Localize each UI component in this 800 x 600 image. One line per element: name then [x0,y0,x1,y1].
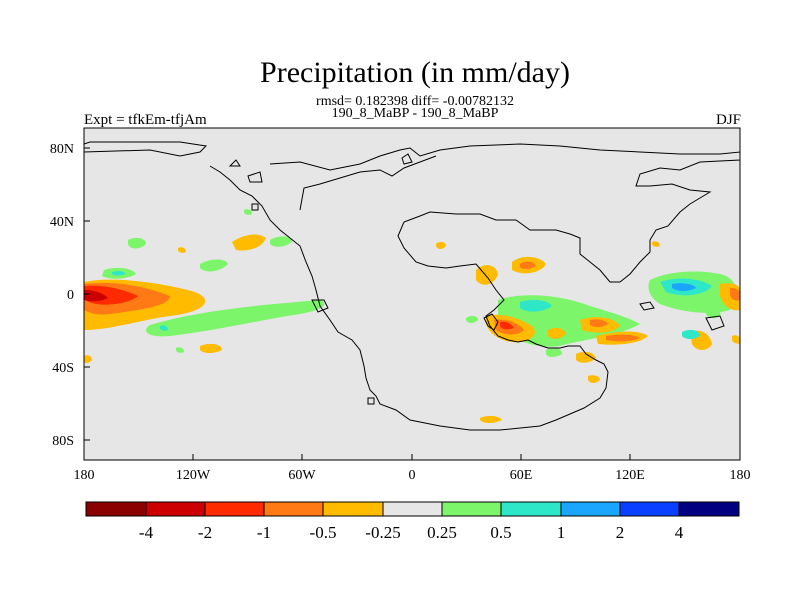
x-tick-label: 60W [288,468,316,483]
anomaly-contour [146,300,325,337]
colorbar-swatch [500,501,562,517]
colorbar-swatch [145,501,206,517]
anomaly-contour [466,315,478,323]
colorbar-labels: -4 -2 -1 -0.5 -0.25 0.25 0.5 1 2 4 [139,523,684,542]
anomaly-contour [176,347,184,353]
colorbar-label: -2 [198,523,212,542]
colorbar [85,501,740,517]
anomaly-contour [730,288,740,301]
anomaly-contour [732,335,740,344]
continent-outlines [83,141,741,431]
colorbar-label: -4 [139,523,154,542]
anomaly-contour [232,234,266,251]
coastline [83,141,741,431]
anomaly-contour [590,319,608,328]
anomaly-contour [706,306,721,319]
x-tick-label: 0 [409,468,416,483]
colorbar-label: -1 [257,523,271,542]
anomaly-contour [548,327,566,339]
anomaly-contour [270,236,292,247]
coastline [311,299,329,313]
anomaly-contour [606,334,640,342]
coastline [705,315,725,331]
x-tick-label: 180 [74,468,95,483]
coastline [299,155,437,211]
coastline [401,153,413,165]
anomaly-contour [520,261,536,270]
x-tick-label: 180 [730,468,751,483]
anomaly-contour [682,329,700,339]
x-tick-label: 120E [615,468,645,483]
anomaly-contour [112,270,126,276]
map-subtitle: 190_8_MaBP - 190_8_MaBP [331,106,499,121]
anomaly-contour [652,241,660,247]
colorbar-label: -0.5 [310,523,337,542]
anomaly-contour [520,299,552,312]
anomaly-contour [588,375,600,383]
coastline [483,313,499,331]
anomaly-contour [200,259,228,272]
colorbar-swatch [204,501,265,517]
colorbar-label: 4 [675,523,684,542]
anomaly-contour [480,415,502,423]
coastline [251,203,259,211]
anomaly-contour [546,347,562,357]
x-tick-label: 120W [176,468,211,483]
stats-line: rmsd= 0.182398 diff= -0.00782132 [316,94,514,109]
colorbar-swatch [441,501,502,517]
y-tick-label: 0 [67,288,74,303]
coastline [639,301,655,311]
anomaly-contour [576,351,596,363]
season-label: DJF [715,112,741,128]
precip-anomaly-fields [84,209,740,423]
y-tick-label: 80S [52,434,74,449]
y-tick-label: 40S [52,361,74,376]
colorbar-label: -0.25 [365,523,400,542]
anomaly-contour [160,325,168,331]
coastline [367,397,375,405]
colorbar-label: 0.5 [490,523,511,542]
colorbar-swatch [382,501,443,517]
x-tick-label: 60E [510,468,533,483]
colorbar-label: 1 [557,523,566,542]
anomaly-contour [436,241,446,249]
y-tick-label: 80N [50,142,74,157]
colorbar-swatch [560,501,621,517]
colorbar-swatch [322,501,384,517]
colorbar-swatch [678,501,740,517]
y-tick-label: 40N [50,215,74,230]
colorbar-label: 2 [616,523,625,542]
colorbar-swatch [263,501,324,517]
experiment-label: Expt = tfkEm-tfjAm [84,112,207,128]
anomaly-contour [128,237,146,249]
anomaly-contour [84,290,108,302]
axis-tick-marks [83,147,741,460]
colorbar-label: 0.25 [427,523,457,542]
map-panel [83,127,741,461]
anomaly-contour [178,247,186,253]
colorbar-swatch [85,501,147,517]
x-tick-labels: 180 120W 60W 0 60E 120E 180 [74,468,751,483]
anomaly-contour [84,355,92,363]
colorbar-swatch [619,501,680,517]
anomaly-contour [672,283,696,291]
y-tick-labels: 80N 40N 0 40S 80S [50,142,74,449]
anomaly-contour [200,343,222,353]
anomaly-contour [244,209,252,215]
map-title: Precipitation (in mm/day) [260,56,570,89]
anomaly-contour [500,321,514,330]
